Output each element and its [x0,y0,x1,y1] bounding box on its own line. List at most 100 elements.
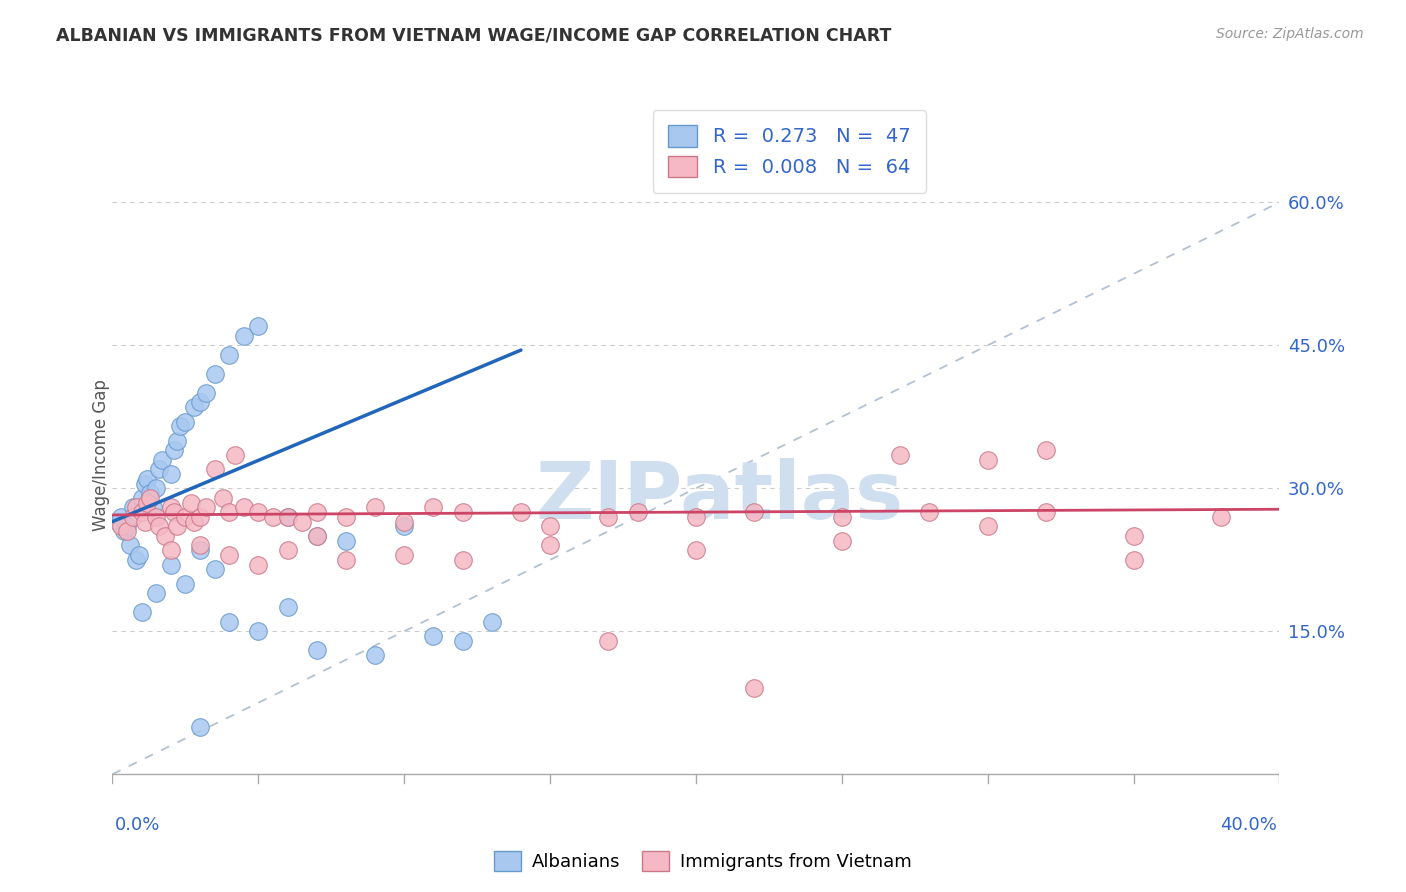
Point [160,500,183,515]
Point [218,348,240,362]
Point [262,509,284,524]
Point [1122,529,1144,543]
Point [148,462,170,476]
Point [291,515,314,529]
Point [976,519,998,533]
Legend: Albanians, Immigrants from Vietnam: Albanians, Immigrants from Vietnam [486,844,920,879]
Point [305,529,328,543]
Point [247,505,270,519]
Point [160,543,183,558]
Point [188,539,211,553]
Point [305,505,328,519]
Point [305,643,328,657]
Point [538,539,561,553]
Point [125,500,148,515]
Point [194,386,217,401]
Point [394,519,416,533]
Point [110,509,132,524]
Point [976,452,998,467]
Point [1211,509,1233,524]
Point [112,524,135,538]
Point [831,533,853,548]
Point [163,505,186,519]
Point [247,558,270,572]
Point [136,472,159,486]
Point [1035,505,1057,519]
Point [153,529,176,543]
Point [831,509,853,524]
Point [218,548,240,562]
Point [125,553,148,567]
Point [131,605,153,619]
Point [139,491,162,505]
Point [889,448,911,462]
Point [451,553,474,567]
Point [451,633,474,648]
Point [134,515,156,529]
Text: ZIPatlas: ZIPatlas [536,458,904,536]
Point [218,615,240,629]
Point [169,419,191,434]
Point [394,515,416,529]
Point [188,395,211,409]
Point [160,558,183,572]
Y-axis label: Wage/Income Gap: Wage/Income Gap [93,379,110,531]
Point [277,509,299,524]
Point [131,491,153,505]
Point [685,509,707,524]
Point [122,509,145,524]
Point [277,600,299,615]
Legend: R =  0.273   N =  47, R =  0.008   N =  64: R = 0.273 N = 47, R = 0.008 N = 64 [652,110,927,193]
Point [174,509,197,524]
Point [131,505,153,519]
Point [115,524,138,538]
Point [107,515,129,529]
Point [422,629,444,643]
Point [394,548,416,562]
Point [224,448,246,462]
Point [218,505,240,519]
Point [232,328,254,343]
Point [204,462,226,476]
Point [481,615,503,629]
Point [277,543,299,558]
Point [142,500,165,515]
Point [148,519,170,533]
Point [118,539,141,553]
Point [110,519,132,533]
Point [188,720,211,734]
Point [136,495,159,509]
Point [335,553,357,567]
Point [145,586,167,600]
Point [122,500,145,515]
Point [204,562,226,576]
Point [115,519,138,533]
Text: Source: ZipAtlas.com: Source: ZipAtlas.com [1216,27,1364,41]
Point [166,434,188,448]
Point [232,500,254,515]
Point [247,319,270,334]
Point [166,519,188,533]
Point [194,500,217,515]
Point [139,486,162,500]
Point [335,509,357,524]
Point [128,548,150,562]
Point [509,505,531,519]
Point [188,543,211,558]
Point [183,515,205,529]
Point [180,495,202,509]
Point [451,505,474,519]
Text: 40.0%: 40.0% [1220,816,1277,834]
Point [277,509,299,524]
Text: ALBANIAN VS IMMIGRANTS FROM VIETNAM WAGE/INCOME GAP CORRELATION CHART: ALBANIAN VS IMMIGRANTS FROM VIETNAM WAGE… [56,27,891,45]
Point [335,533,357,548]
Point [204,367,226,381]
Point [744,681,766,696]
Point [145,481,167,495]
Point [364,500,387,515]
Point [364,648,387,662]
Point [163,443,186,458]
Point [188,509,211,524]
Text: 0.0%: 0.0% [115,816,160,834]
Point [150,452,173,467]
